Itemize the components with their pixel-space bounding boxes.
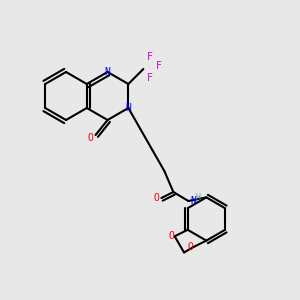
Text: H: H — [196, 194, 200, 202]
Text: F: F — [155, 61, 161, 71]
Text: O: O — [153, 193, 159, 203]
Text: N: N — [125, 103, 131, 113]
Text: F: F — [146, 52, 152, 62]
Text: O: O — [188, 242, 193, 252]
Text: N: N — [190, 196, 196, 206]
Text: O: O — [87, 133, 93, 143]
Text: O: O — [169, 231, 175, 241]
Text: F: F — [146, 73, 152, 83]
Text: N: N — [105, 67, 110, 77]
